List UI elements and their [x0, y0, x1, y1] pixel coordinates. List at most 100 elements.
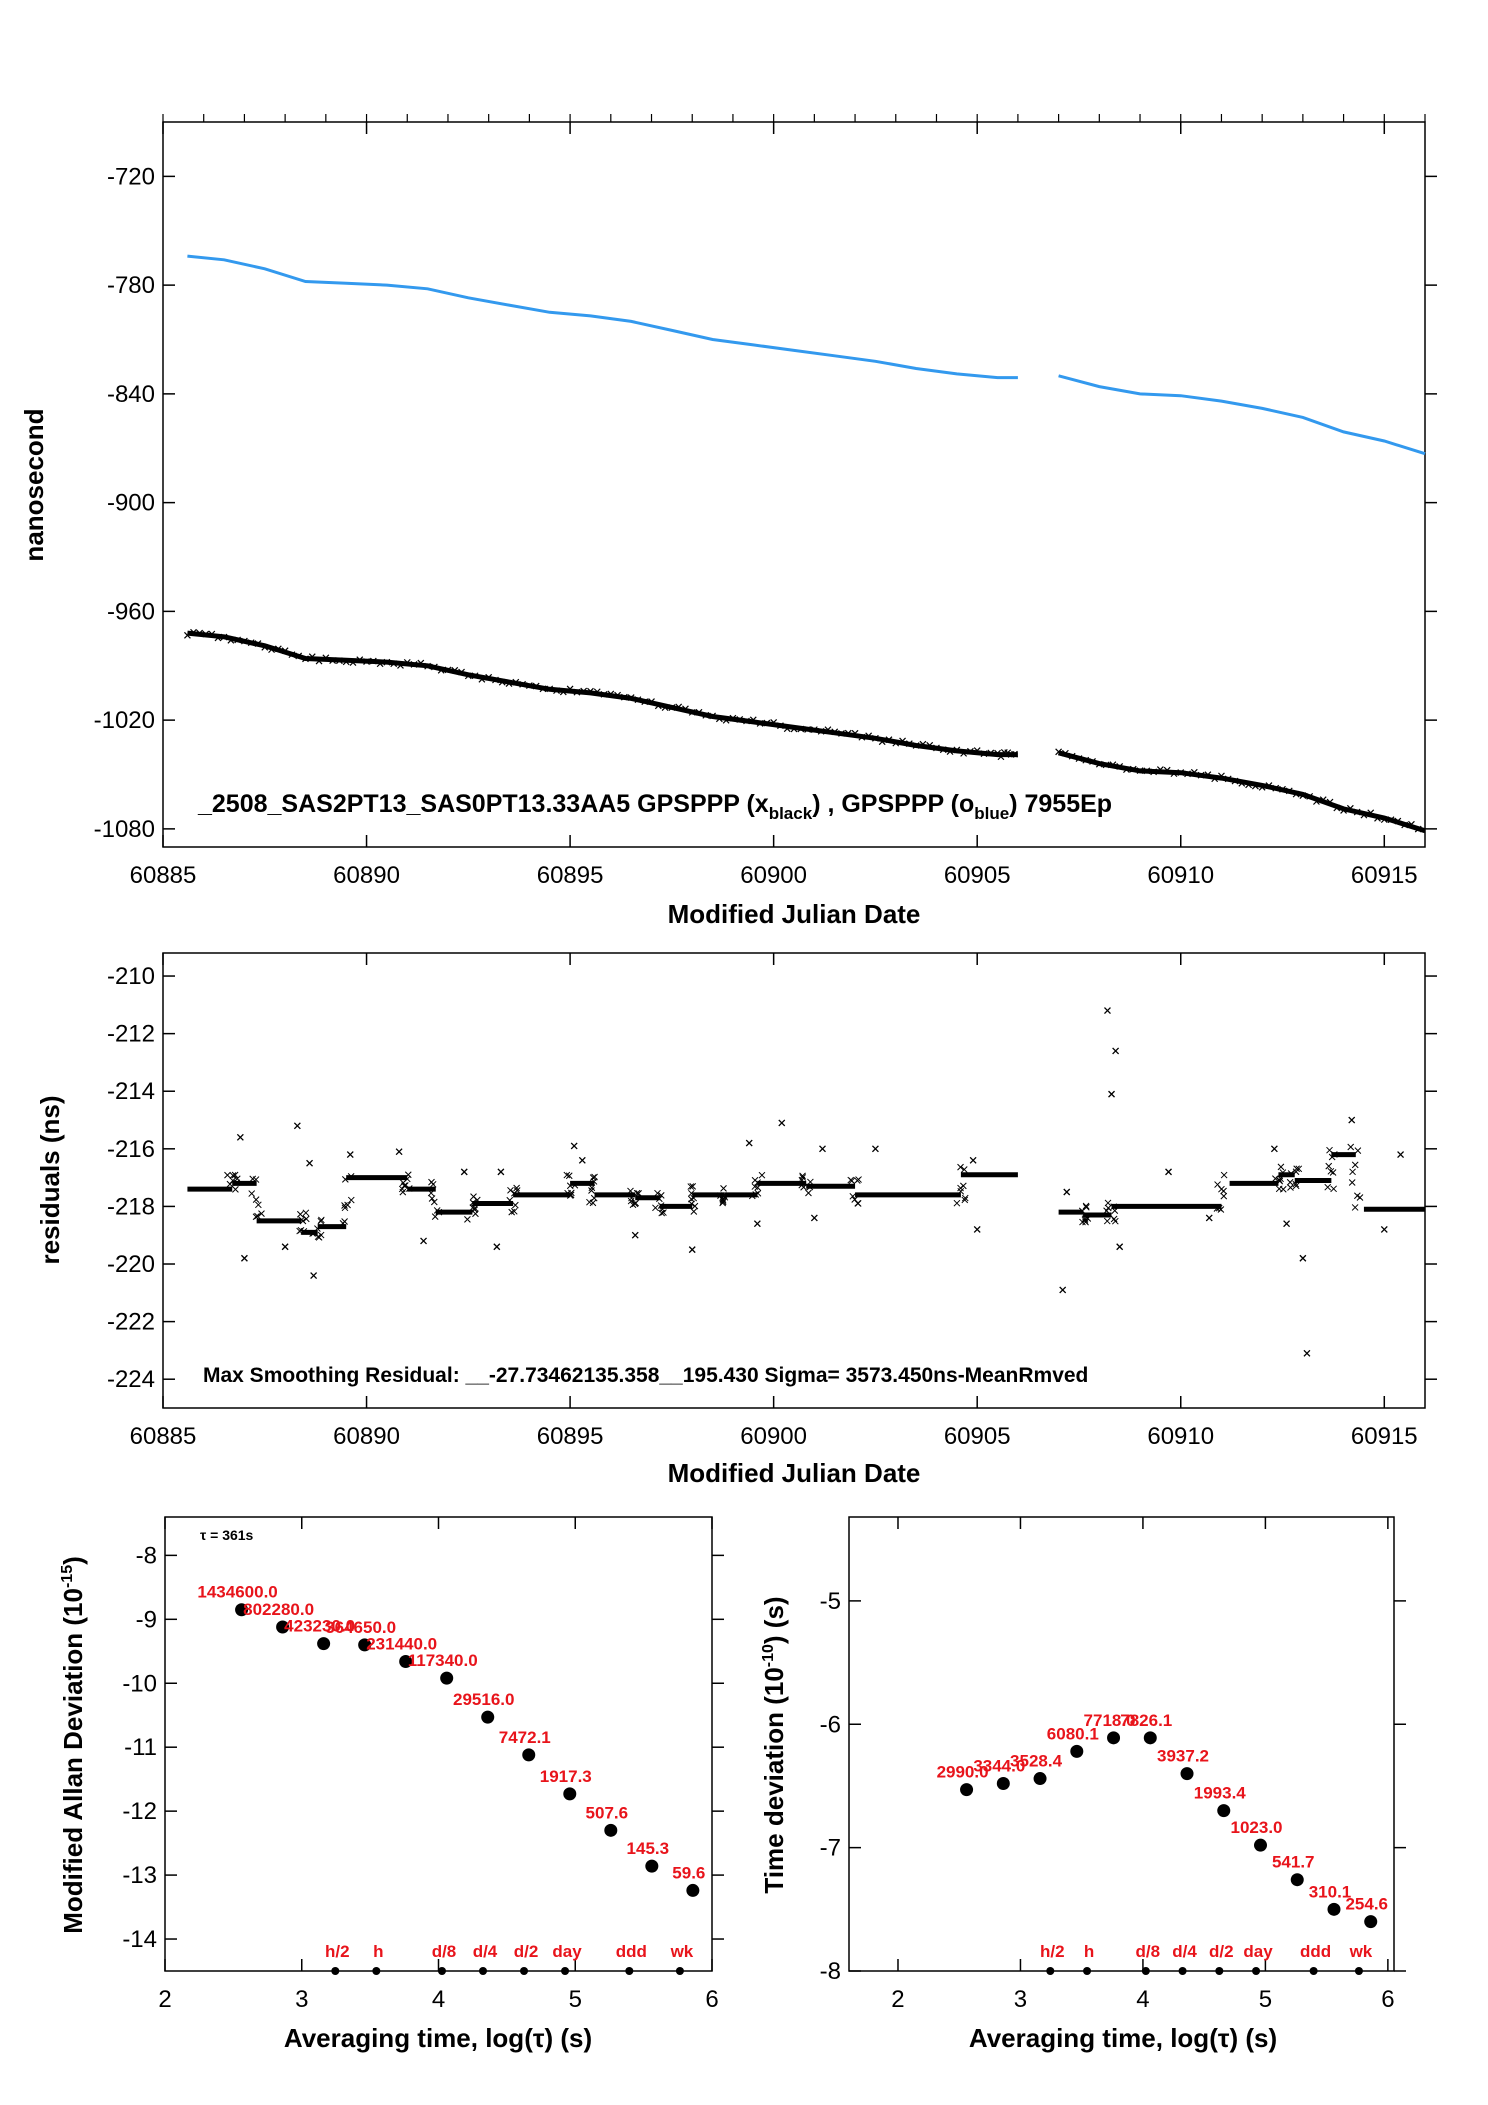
deviation-point — [235, 1603, 249, 1617]
point-marker — [620, 693, 628, 701]
mdev-x-axis-title: Averaging time, log(τ) (s) — [284, 2023, 592, 2053]
residual-point — [1220, 1192, 1228, 1200]
point-marker — [356, 656, 364, 664]
point-marker — [790, 725, 798, 733]
point-marker — [397, 661, 404, 669]
point-marker — [376, 660, 384, 668]
point-marker — [607, 690, 615, 698]
residual-outlier — [1283, 1220, 1291, 1228]
residual-point — [758, 1171, 766, 1179]
residual-point — [957, 1184, 964, 1192]
deviation-point — [996, 1776, 1010, 1790]
point-marker — [743, 717, 750, 725]
time-marker-label: day — [1243, 1942, 1273, 1961]
point-marker — [1136, 767, 1144, 775]
residual-outlier — [778, 1119, 786, 1127]
point-marker — [973, 747, 981, 754]
residual-point — [658, 1205, 666, 1213]
point-marker — [1360, 811, 1368, 819]
residual-point — [1329, 1169, 1337, 1176]
point-marker — [702, 711, 710, 719]
point-marker — [295, 652, 303, 660]
point-marker — [302, 655, 309, 663]
residual-point — [428, 1195, 436, 1202]
time-marker-dot — [1309, 1967, 1318, 1975]
residuals-y-ticks: -210 -212 -214 -216 -218 -220 -222 -224 — [107, 963, 1437, 1393]
point-marker — [1082, 756, 1090, 764]
residual-outlier — [493, 1243, 501, 1251]
residual-point — [652, 1204, 659, 1212]
deviation-point — [399, 1655, 413, 1669]
blue-series — [187, 254, 1426, 456]
time-marker-dot — [372, 1967, 381, 1975]
point-marker — [1004, 749, 1012, 757]
point-marker — [1306, 792, 1314, 800]
residual-outlier — [420, 1237, 428, 1245]
point-marker — [1285, 787, 1293, 795]
point-marker — [946, 748, 954, 756]
point-marker — [349, 659, 357, 666]
residual-point — [1079, 1218, 1086, 1226]
y-tick-label: -8 — [820, 1958, 841, 1985]
time-marker-dot — [1215, 1967, 1224, 1975]
point-marker — [274, 645, 282, 653]
residual-outlier — [1059, 1286, 1067, 1294]
point-marker — [817, 727, 825, 735]
residual-point — [229, 1172, 237, 1179]
deviation-label: 3937.2 — [1157, 1747, 1209, 1766]
residual-point — [469, 1199, 477, 1206]
residual-outlier — [293, 1122, 301, 1130]
residual-point — [656, 1195, 663, 1203]
residual-point — [633, 1189, 641, 1197]
residual-point — [300, 1228, 308, 1235]
point-marker — [471, 672, 479, 680]
offset-plot-frame — [162, 121, 1426, 848]
point-marker — [939, 746, 947, 754]
residual-point — [754, 1179, 761, 1186]
point-marker — [308, 653, 316, 661]
point-marker — [335, 657, 343, 665]
point-marker — [1387, 816, 1395, 824]
residual-point — [403, 1175, 411, 1183]
x-tick-label: 6 — [1381, 1986, 1394, 2013]
residual-point — [1272, 1175, 1279, 1182]
residual-point — [1277, 1175, 1284, 1183]
point-marker — [668, 704, 676, 711]
tdev-time-markers: h/2 h d/8 d/4 d/2 day ddd wk — [1040, 1942, 1373, 1975]
residual-point — [847, 1176, 855, 1184]
point-marker — [878, 738, 886, 746]
deviation-point — [358, 1638, 372, 1652]
point-marker — [430, 663, 438, 671]
point-marker — [627, 694, 635, 701]
point-marker — [777, 722, 784, 730]
deviation-point — [522, 1748, 536, 1762]
point-marker — [1353, 808, 1361, 816]
point-marker — [892, 739, 900, 747]
point-marker — [1340, 807, 1348, 814]
point-marker — [539, 685, 547, 693]
residual-point — [464, 1216, 471, 1223]
deviation-point — [1033, 1772, 1047, 1786]
point-marker — [1326, 798, 1334, 806]
residual-outlier — [1165, 1168, 1172, 1176]
point-marker — [1367, 809, 1375, 817]
residual-point — [513, 1187, 521, 1194]
offset-chart: 60885 60890 60895 60900 60905 60910 60915 -720… — [19, 114, 1437, 929]
mdev-x-ticks: 2 3 4 5 6 — [158, 1517, 719, 2013]
y-tick-label: -14 — [122, 1926, 157, 1953]
y-tick-label: -12 — [122, 1798, 157, 1825]
point-marker — [512, 678, 520, 686]
time-marker-dot — [437, 1967, 446, 1975]
x-tick-label: 4 — [1136, 1986, 1149, 2013]
x-tick-label: 60905 — [944, 1423, 1011, 1450]
x-tick-label: 60890 — [333, 1423, 400, 1450]
deviation-point — [563, 1787, 577, 1801]
residual-point — [1292, 1180, 1300, 1188]
point-marker — [227, 636, 235, 644]
residuals-chart: 60885 60890 60895 60900 60905 60910 60915 -210… — [35, 952, 1437, 1488]
time-marker-label: d/4 — [473, 1942, 498, 1961]
residual-point — [248, 1190, 256, 1197]
y-tick-label: -8 — [136, 1542, 157, 1569]
point-marker — [933, 744, 940, 752]
residual-point — [1220, 1171, 1228, 1179]
